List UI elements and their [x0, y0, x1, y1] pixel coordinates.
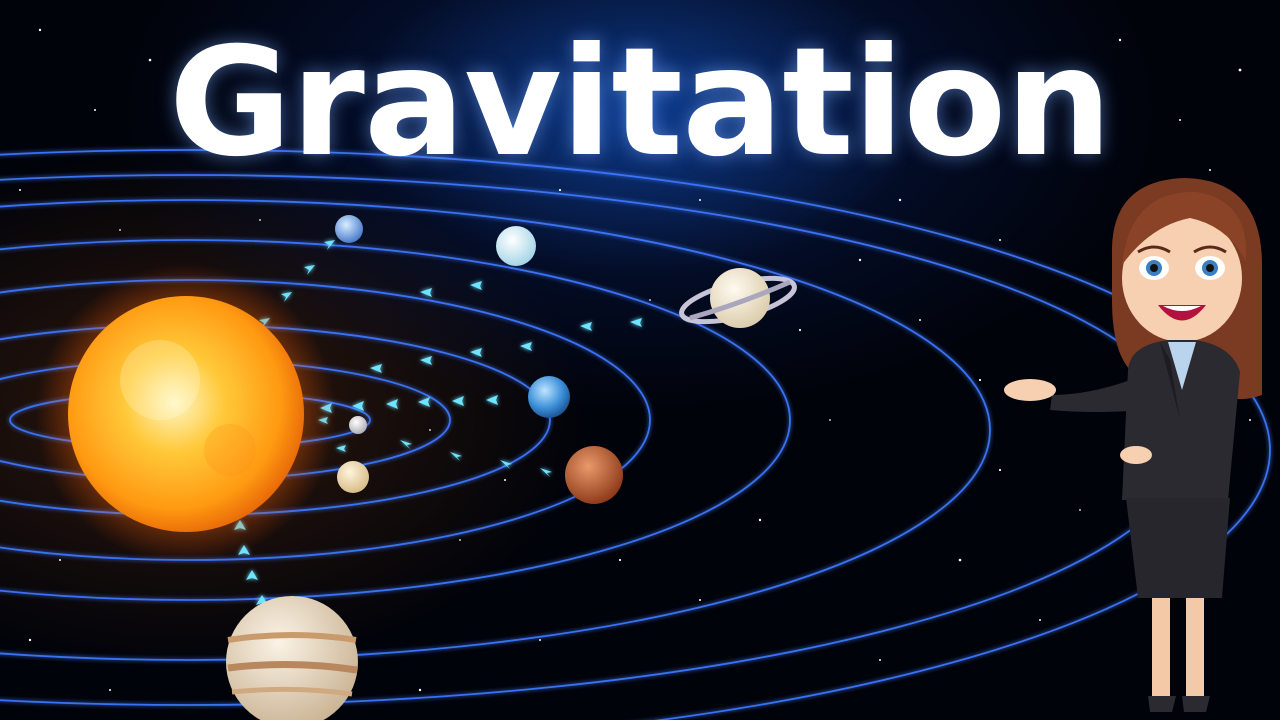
gravity-arrows	[234, 240, 642, 605]
teacher-character	[1004, 178, 1262, 712]
sun	[36, 264, 336, 564]
mars	[565, 446, 623, 504]
neptune	[335, 215, 363, 243]
jupiter	[226, 596, 358, 720]
page-title: Gravitation	[168, 16, 1112, 190]
uranus	[496, 226, 536, 266]
earth	[528, 376, 570, 418]
venus	[337, 461, 369, 493]
stars	[19, 28, 1262, 692]
saturn	[679, 268, 797, 328]
mercury	[349, 416, 367, 434]
